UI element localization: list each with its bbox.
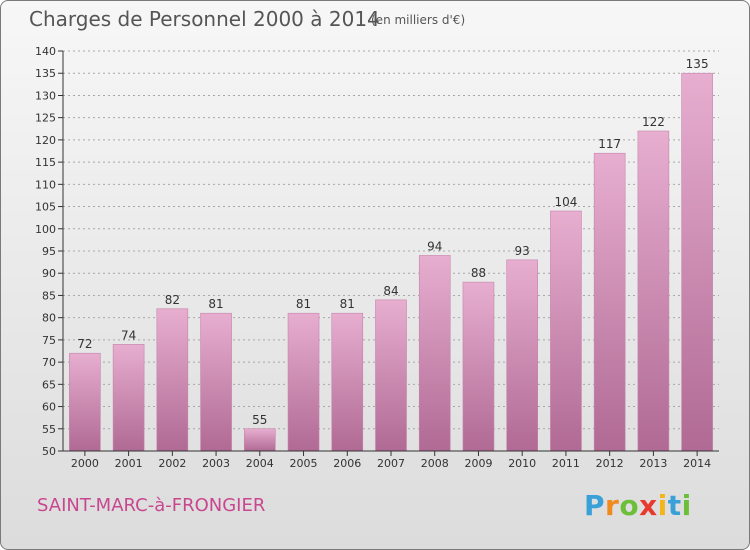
labels: 50 55 60 65 70 75 80 85 90 95 100 105 110 115 120 125 13… <box>35 45 711 470</box>
bar <box>69 352 101 452</box>
bar <box>462 281 495 452</box>
y-tick-label: 95 <box>42 245 56 258</box>
x-tick-label: 2007 <box>377 457 405 470</box>
bar <box>331 312 364 452</box>
y-tick-label: 75 <box>42 334 56 347</box>
y-tick-label: 125 <box>35 112 56 125</box>
y-tick-label: 85 <box>42 289 56 302</box>
data-label: 94 <box>427 239 442 253</box>
bar <box>200 312 232 452</box>
y-tick-label: 110 <box>35 178 56 191</box>
data-label: 135 <box>686 57 709 71</box>
y-tick-label: 135 <box>35 67 56 80</box>
commune-name: SAINT-MARC-à-FRONGIER <box>37 495 266 516</box>
x-tick-label: 2011 <box>552 457 580 470</box>
bar <box>112 344 145 452</box>
data-label: 82 <box>165 293 180 307</box>
axes <box>58 50 719 456</box>
logo-letter: x <box>639 489 658 522</box>
bar <box>593 152 626 452</box>
x-tick-label: 2003 <box>202 457 230 470</box>
x-tick-label: 2012 <box>596 457 624 470</box>
y-tick-label: 80 <box>42 312 56 325</box>
y-tick-label: 140 <box>35 45 56 58</box>
y-tick-label: 100 <box>35 223 56 236</box>
bar <box>550 210 582 452</box>
data-label: 74 <box>121 328 136 342</box>
x-tick-label: 2005 <box>290 457 318 470</box>
y-tick-label: 50 <box>42 445 56 458</box>
x-tick-label: 2006 <box>333 457 361 470</box>
x-tick-label: 2004 <box>246 457 274 470</box>
y-tick-label: 115 <box>35 156 56 169</box>
y-tick-label: 120 <box>35 134 56 147</box>
x-tick-label: 2002 <box>158 457 186 470</box>
data-label: 55 <box>252 413 267 427</box>
data-label: 81 <box>340 297 355 311</box>
logo-letter: i <box>681 489 692 522</box>
chart-title: Charges de Personnel 2000 à 2014 <box>29 7 380 31</box>
data-label: 117 <box>598 137 621 151</box>
proxiti-logo: Proxiti <box>584 489 692 522</box>
x-tick-label: 2009 <box>464 457 492 470</box>
y-tick-label: 105 <box>35 201 56 214</box>
data-label: 72 <box>77 337 92 351</box>
bar <box>506 259 539 452</box>
bar <box>637 130 670 452</box>
y-tick-label: 130 <box>35 89 56 102</box>
data-label: 122 <box>642 115 665 129</box>
bar <box>418 255 451 452</box>
x-tick-label: 2010 <box>508 457 536 470</box>
x-tick-label: 2014 <box>683 457 711 470</box>
x-tick-label: 2013 <box>639 457 667 470</box>
logo-letter: P <box>584 489 606 522</box>
data-label: 104 <box>554 195 577 209</box>
bar <box>287 312 320 452</box>
x-tick-label: 2001 <box>115 457 143 470</box>
data-label: 81 <box>208 297 223 311</box>
logo-letter: o <box>619 489 640 522</box>
y-tick-label: 65 <box>42 378 56 391</box>
logo-letter: i <box>657 489 668 522</box>
bar <box>244 428 276 452</box>
y-tick-label: 55 <box>42 423 56 436</box>
bar <box>375 299 407 452</box>
chart-subtitle: (en milliers d'€) <box>371 13 466 27</box>
data-label: 88 <box>471 266 486 280</box>
logo-letter: t <box>667 489 682 522</box>
y-tick-label: 90 <box>42 267 56 280</box>
x-tick-label: 2000 <box>71 457 99 470</box>
data-label: 93 <box>515 244 530 258</box>
bar <box>681 72 713 452</box>
y-tick-label: 60 <box>42 401 56 414</box>
data-label: 81 <box>296 297 311 311</box>
y-tick-label: 70 <box>42 356 56 369</box>
logo-letter: r <box>605 489 620 522</box>
x-tick-label: 2008 <box>421 457 449 470</box>
bars <box>69 72 713 452</box>
bar <box>156 308 189 452</box>
data-label: 84 <box>383 284 398 298</box>
